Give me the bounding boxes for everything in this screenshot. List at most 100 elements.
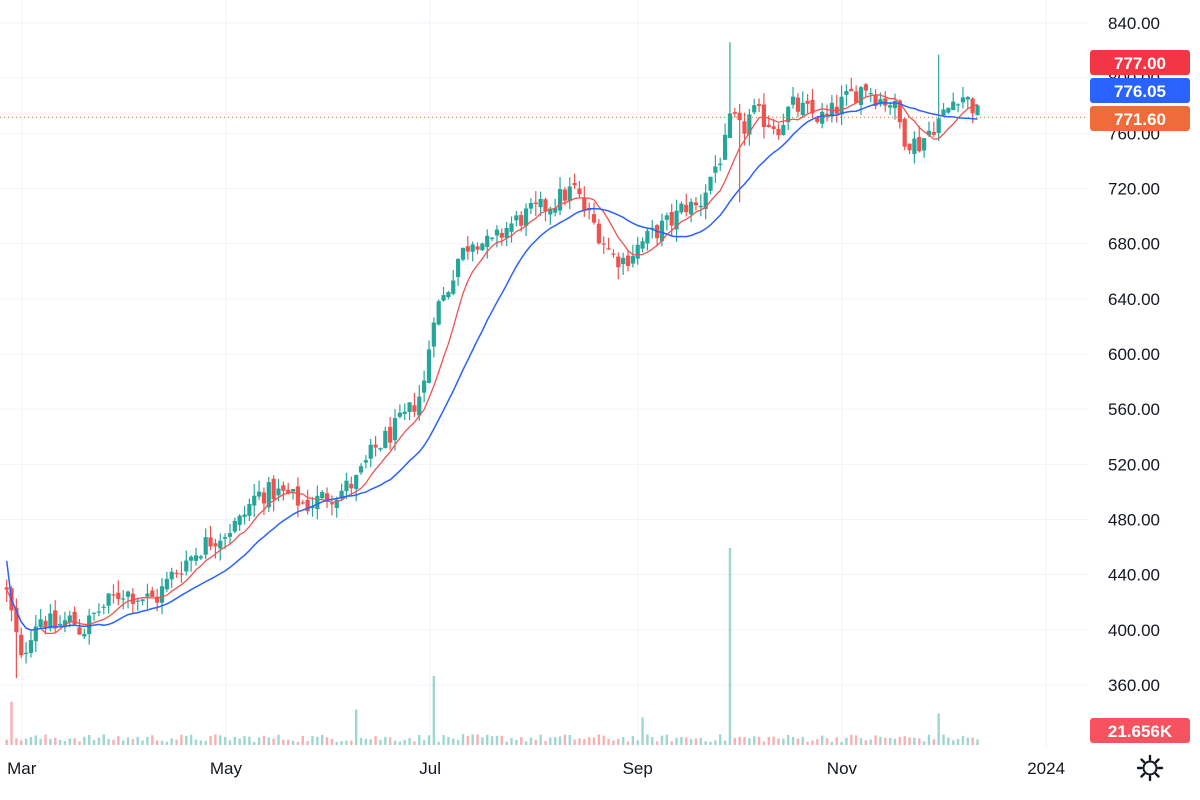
candle (771, 118, 776, 135)
volume-bar (806, 741, 809, 745)
volume-bar (194, 739, 198, 745)
candle (606, 237, 611, 250)
candle (373, 435, 378, 457)
candle (494, 225, 500, 248)
candle (470, 241, 475, 262)
volume-bar (738, 736, 741, 745)
candle (203, 528, 208, 560)
candle (266, 476, 271, 513)
volume-bar (869, 739, 872, 745)
volume-bar (253, 741, 256, 745)
volume-bar (219, 735, 222, 745)
volume-bar (83, 736, 86, 745)
volume-bar (952, 740, 955, 745)
candle (514, 210, 519, 227)
candle (834, 94, 839, 123)
volume-bar (908, 737, 911, 745)
volume-bar (408, 738, 411, 745)
candle (747, 109, 752, 146)
candle (854, 85, 859, 104)
candle (786, 105, 791, 131)
volume-bar (87, 734, 91, 745)
svg-text:777.00: 777.00 (1114, 54, 1166, 73)
candle (354, 474, 359, 502)
volume-bar (29, 737, 33, 745)
candle (164, 571, 169, 592)
gear-icon[interactable] (1136, 754, 1164, 782)
candle (718, 157, 723, 172)
volume-bar (316, 736, 319, 745)
candle (795, 93, 801, 118)
candle (247, 498, 252, 522)
candle (91, 612, 97, 621)
volume-bar (777, 738, 780, 745)
candle (218, 533, 223, 561)
moving-average-slow-line (5, 101, 978, 631)
volume-bar (786, 734, 790, 745)
volume-bar (966, 737, 969, 745)
candle (523, 203, 529, 237)
candle (150, 586, 155, 597)
volume-bar (170, 738, 173, 745)
candle (451, 270, 456, 296)
candle (684, 193, 689, 217)
volume-bar (15, 738, 18, 745)
volume-bar (719, 734, 722, 745)
candle (82, 628, 87, 640)
candle (460, 247, 466, 262)
volume-bar (471, 734, 474, 745)
candle (781, 113, 786, 136)
candle (824, 104, 830, 122)
x-tick-label: Jul (419, 759, 441, 778)
candle (290, 488, 296, 500)
x-tick-label: May (210, 759, 243, 778)
candle (849, 77, 854, 92)
volume-bar (520, 737, 523, 745)
volume-bar (796, 738, 800, 745)
volume-bar (903, 736, 906, 745)
candle (28, 631, 34, 658)
volume-bar (325, 737, 329, 745)
candle (519, 211, 524, 232)
volume-bar (675, 737, 678, 745)
volume-bar (126, 737, 130, 745)
volume-bar (864, 740, 868, 745)
volume-bar (612, 740, 615, 745)
volume-bar (447, 736, 450, 745)
volume-bar (398, 741, 402, 745)
candle-layer (4, 42, 980, 679)
candle (383, 426, 388, 449)
volume-bar (592, 737, 596, 745)
volume-bar (879, 736, 882, 745)
candle (941, 103, 946, 116)
volume-bar (209, 735, 212, 745)
candle (392, 409, 398, 451)
volume-bar (971, 737, 974, 745)
candle (538, 191, 543, 217)
candle (145, 583, 150, 610)
volume-bar (854, 735, 858, 745)
volume-bar (840, 741, 843, 745)
y-tick-label: 600.00 (1108, 345, 1160, 364)
volume-bar (558, 736, 562, 745)
candle (883, 91, 888, 112)
volume-bar (175, 739, 178, 745)
volume-bar (728, 548, 732, 745)
volume-bar (553, 737, 557, 745)
volume-bar (884, 737, 887, 745)
volume-bar (500, 735, 503, 745)
volume-bar (685, 737, 688, 745)
volume-badge: 21.656K (1090, 718, 1190, 743)
volume-bar (825, 738, 829, 745)
volume-bar (874, 735, 877, 745)
y-tick-label: 640.00 (1108, 290, 1160, 309)
candle (727, 42, 733, 138)
volume-bar (160, 740, 164, 745)
volume-bar (486, 734, 489, 745)
volume-bar (146, 736, 149, 745)
volume-bar (791, 737, 795, 745)
candle (756, 98, 762, 113)
candle (397, 404, 402, 419)
candle (135, 597, 140, 611)
